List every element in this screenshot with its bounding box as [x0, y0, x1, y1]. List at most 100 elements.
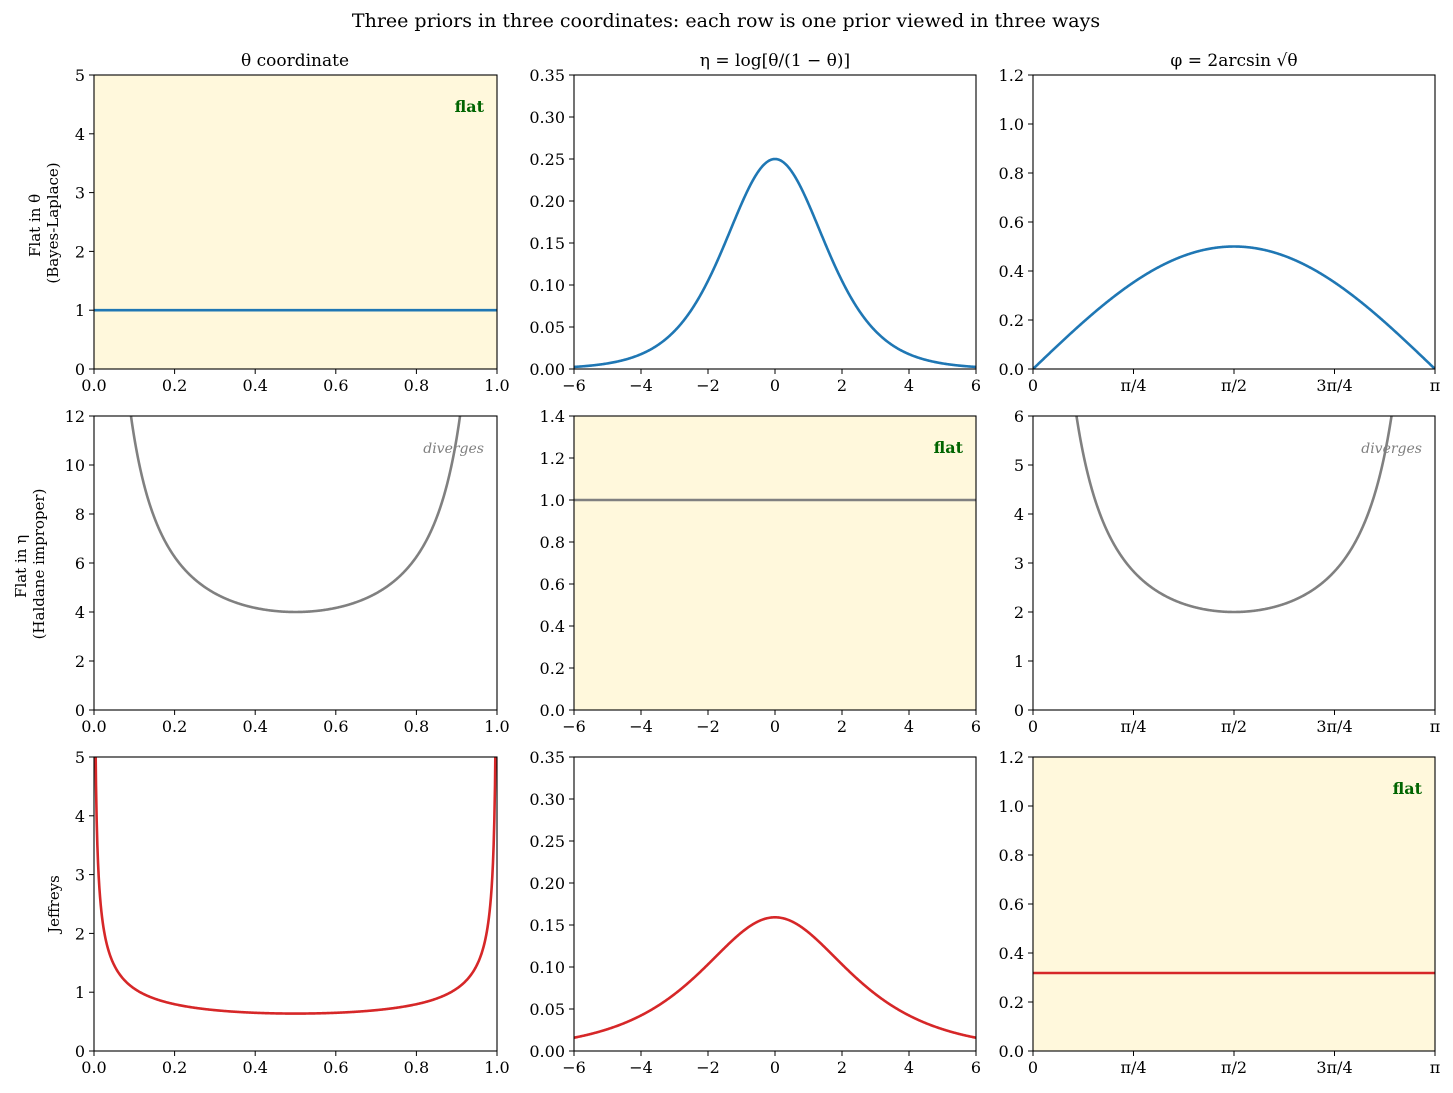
panel-r3c2-xtick-label: 2: [837, 1058, 847, 1077]
panel-r3c2-ytick-label: 0.15: [529, 916, 565, 935]
panel-r3c2-ytick-label: 0.20: [529, 874, 565, 893]
panel-r3c1-xtick-label: 1.0: [484, 1058, 509, 1077]
panel-r3c2-ytick-label: 0.35: [529, 748, 565, 767]
panel-r2c1-ytick-label: 6: [75, 554, 85, 573]
panel-r1c1-xtick-label: 1.0: [484, 376, 509, 395]
panel-r3c3: 0 π/4 π/2 3π/4 π 0.0 0.2 0.4 0.6 0.8 1.0 1.2 flat: [999, 748, 1441, 1077]
panel-r1c2-ytick-label: 0.25: [529, 150, 565, 169]
panel-r1c1-ytick-label: 4: [75, 125, 85, 144]
panel-r3c2-xtick-label: 4: [904, 1058, 914, 1077]
panel-r2c1-annotation-diverges: diverges: [423, 441, 484, 457]
panel-r2c3-xtick-label: 3π/4: [1316, 717, 1352, 736]
panel-r3c3-ytick-label: 1.0: [999, 797, 1024, 816]
panel-r2c3-ytick-label: 2: [1014, 603, 1024, 622]
panel-r2c2-xtick-label: −4: [629, 717, 653, 736]
panel-r1c3-xtick-label: 0: [1028, 376, 1038, 395]
panel-r1c3-series-line: [1033, 245, 1435, 369]
panel-r3c3-xtick-label: 0: [1028, 1058, 1038, 1077]
panel-r2c1-ytick-label: 2: [75, 652, 85, 671]
panel-r3c1-ytick-label: 1: [75, 983, 85, 1002]
panel-r1c3-xtick-label: π/2: [1221, 376, 1247, 395]
panel-r2c2-ytick-label: 0.8: [540, 533, 565, 552]
panel-r2c2-xtick-label: −6: [562, 717, 586, 736]
panel-r2c1-ytick-label: 8: [75, 505, 85, 524]
panel-r1c1-axes-frame: [93, 74, 498, 370]
panel-r3c2-xtick-label: 0: [770, 1058, 780, 1077]
row-label-3-line-1: Jeffreys: [45, 875, 63, 935]
row-label-2-line-2: (Haldane improper): [30, 489, 48, 640]
panel-r1c1-highlight-background: [94, 75, 497, 369]
panel-r1c1-xtick-label: 0.8: [404, 376, 429, 395]
panel-r1c2-ytick-label: 0.15: [529, 234, 565, 253]
panel-r1c2-ytick-label: 0.00: [529, 360, 565, 379]
panel-r2c1-ytick-label: 10: [65, 456, 85, 475]
panel-r1c2-xtick-label: 6: [971, 376, 981, 395]
panel-r2c1-xtick-label: 0.2: [162, 717, 187, 736]
panel-r2c1-xtick-label: 0.4: [242, 717, 267, 736]
panel-r3c1-xtick-label: 0.8: [404, 1058, 429, 1077]
column-title-eta: η = log[θ/(1 − θ)]: [700, 51, 850, 71]
panel-r2c2-xtick-label: 2: [837, 717, 847, 736]
panel-r2c2: −6 −4 −2 0 2 4 6 0.0 0.2 0.4 0.6 0.8 1.0 1.2 1.4 flat: [540, 407, 982, 736]
panel-r1c2-ytick-label: 0.10: [529, 276, 565, 295]
panel-r3c2-ytick-label: 0.10: [529, 958, 565, 977]
panel-r1c3-xtick-label: π: [1430, 376, 1441, 395]
panel-r1c2-ytick-label: 0.35: [529, 66, 565, 85]
row-label-3: Jeffreys: [45, 875, 63, 935]
panel-r3c2-ytick-label: 0.05: [529, 1000, 565, 1019]
panel-r3c3-ytick-label: 0.2: [999, 993, 1024, 1012]
panel-r3c2-ytick-label: 0.30: [529, 790, 565, 809]
panel-r2c1-xtick-label: 1.0: [484, 717, 509, 736]
panel-r1c3-axes-frame: [1032, 74, 1436, 370]
panel-r1c2-ytick-label: 0.05: [529, 318, 565, 337]
panel-r2c2-ytick-label: 0.0: [540, 701, 565, 720]
panel-r3c3-xtick-label: π: [1430, 1058, 1441, 1077]
panel-r3c1-xtick-label: 0.0: [81, 1058, 106, 1077]
panel-r1c2: −6 −4 −2 0 2 4 6 0.00 0.05 0.10 0.15 0.20 0.25 0.30 0.…: [529, 66, 981, 395]
panel-r3c1-ytick-label: 0: [75, 1042, 85, 1061]
row-label-2-line-1: Flat in η: [12, 535, 30, 598]
panel-r1c1-ytick-label: 5: [75, 66, 85, 85]
panel-r2c3-annotation-diverges: diverges: [1361, 441, 1422, 457]
panel-r1c1-xtick-label: 0.0: [81, 376, 106, 395]
panel-r3c3-ytick-label: 1.2: [999, 748, 1024, 767]
panel-r2c3-axes-frame: [1032, 415, 1436, 711]
panel-r2c1-ytick-label: 12: [65, 407, 85, 426]
panel-r2c2-ytick-label: 1.4: [540, 407, 565, 426]
panel-r2c1-ytick-label: 4: [75, 603, 85, 622]
panel-r1c3-ytick-label: 0.8: [999, 164, 1024, 183]
panel-r1c2-xtick-label: −6: [562, 376, 586, 395]
panel-r3c1-xtick-label: 0.6: [323, 1058, 348, 1077]
panel-r3c2-xtick-label: −2: [696, 1058, 720, 1077]
row-label-1-line-1: Flat in θ: [26, 194, 44, 257]
panel-r2c2-xtick-label: 0: [770, 717, 780, 736]
panel-r1c1-ytick-label: 2: [75, 242, 85, 261]
panel-r1c3-ytick-label: 0.2: [999, 311, 1024, 330]
panel-r1c1-xtick-label: 0.6: [323, 376, 348, 395]
panel-r3c1-xtick-label: 0.2: [162, 1058, 187, 1077]
panel-r1c2-ytick-label: 0.20: [529, 192, 565, 211]
panel-r1c3-ytick-label: 0.0: [999, 360, 1024, 379]
column-title-phi: φ = 2arcsin √θ: [1170, 51, 1297, 71]
panel-r3c2-xtick-label: 6: [971, 1058, 981, 1077]
panel-r2c2-ytick-label: 0.2: [540, 659, 565, 678]
panel-r3c1-ytick-label: 2: [75, 924, 85, 943]
panel-r2c3-xtick-label: π/2: [1221, 717, 1247, 736]
panel-r1c1-ytick-label: 1: [75, 301, 85, 320]
panel-r1c3-ytick-label: 1.2: [999, 66, 1024, 85]
panel-r1c1-xtick-label: 0.2: [162, 376, 187, 395]
figure-title: Three priors in three coordinates: each …: [352, 10, 1100, 32]
panel-r2c2-ytick-label: 0.4: [540, 617, 565, 636]
row-label-1-line-2: (Bayes-Laplace): [44, 162, 62, 283]
panel-r2c1-ytick-label: 0: [75, 701, 85, 720]
panel-r3c3-xtick-label: π/2: [1221, 1058, 1247, 1077]
panel-r2c2-ytick-label: 0.6: [540, 575, 565, 594]
panel-r2c2-ytick-label: 1.2: [540, 449, 565, 468]
panel-r2c1-series-line: [129, 416, 462, 614]
panel-r1c2-xtick-label: −4: [629, 376, 653, 395]
panel-r2c2-xtick-label: 6: [971, 717, 981, 736]
panel-r2c2-highlight-background: [574, 416, 976, 710]
panel-r2c2-xtick-label: −2: [696, 717, 720, 736]
panel-r1c2-xtick-label: 0: [770, 376, 780, 395]
